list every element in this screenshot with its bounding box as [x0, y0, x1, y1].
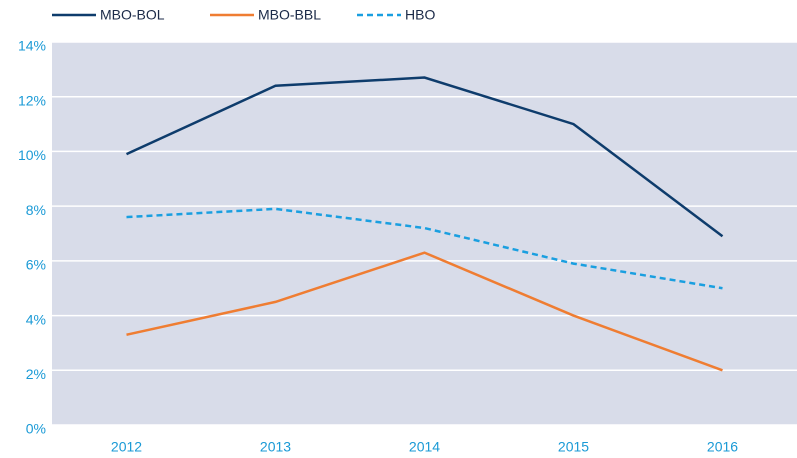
data-line	[125, 76, 724, 238]
legend-label: HBO	[405, 7, 435, 23]
legend-label: MBO-BBL	[258, 7, 321, 23]
data-line	[126, 207, 723, 290]
y-tick-label: 2%	[26, 366, 46, 382]
y-tick-label: 4%	[26, 311, 46, 327]
data-line	[126, 251, 723, 372]
y-tick-label: 12%	[18, 92, 46, 108]
x-tick-label: 2016	[707, 439, 738, 455]
x-tick-label: 2014	[409, 439, 440, 455]
y-tick-label: 6%	[26, 257, 46, 273]
x-tick-label: 2012	[111, 439, 142, 455]
y-tick-label: 10%	[18, 147, 46, 163]
y-tick-label: 0%	[26, 421, 46, 437]
y-tick-label: 8%	[26, 202, 46, 218]
x-tick-label: 2013	[260, 439, 291, 455]
x-tick-label: 2015	[558, 439, 589, 455]
y-tick-label: 14%	[18, 38, 46, 54]
legend-label: MBO-BOL	[100, 7, 165, 23]
plot-area	[52, 42, 797, 425]
